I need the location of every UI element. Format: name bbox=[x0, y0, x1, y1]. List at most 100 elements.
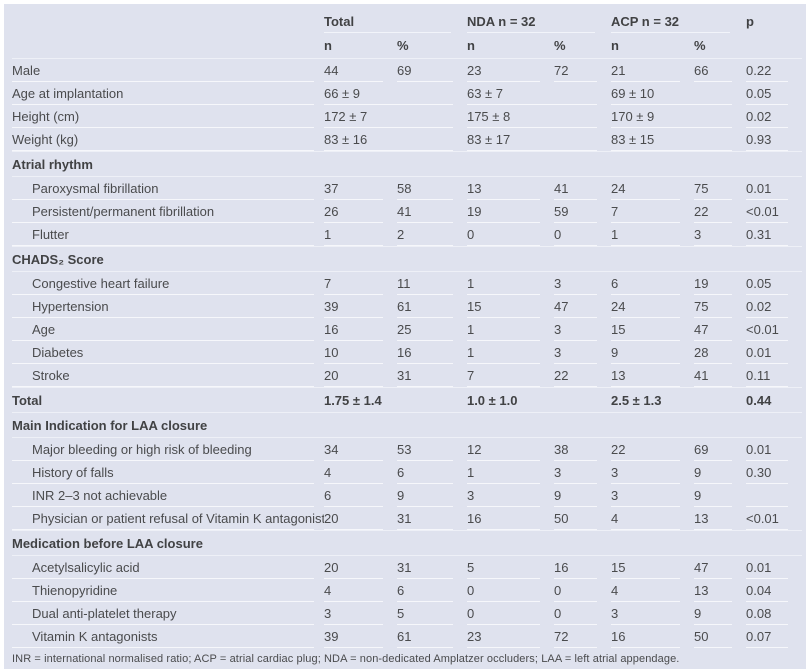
row-label: Stroke bbox=[12, 364, 324, 388]
value-cell: 69 ± 10 bbox=[610, 82, 746, 105]
row-label: INR 2–3 not achievable bbox=[12, 484, 324, 507]
value-cell: 1 bbox=[610, 223, 694, 247]
value-cell: 61 bbox=[396, 295, 467, 318]
col-group-nda: NDA n = 32 bbox=[466, 7, 611, 34]
table-row: Age at implantation 66 ± 9 63 ± 7 69 ± 10 0.… bbox=[12, 82, 802, 105]
table-row: INR 2–3 not achievable 6 9 3 9 3 9 bbox=[12, 484, 802, 507]
value-cell: 41 bbox=[553, 177, 611, 201]
value-cell: 15 bbox=[466, 295, 554, 318]
section-title: Medication before LAA closure bbox=[12, 530, 802, 556]
value-cell: 4 bbox=[610, 579, 694, 602]
column-group-header-row: Total NDA n = 32 ACP n = 32 p bbox=[12, 7, 802, 34]
value-cell: 10 bbox=[323, 341, 397, 364]
value-cell: 172 ± 7 bbox=[323, 105, 467, 128]
p-value-cell: 0.05 bbox=[746, 82, 802, 105]
value-cell: 59 bbox=[553, 200, 611, 223]
sub-header-row: n % n % n % bbox=[12, 34, 802, 59]
value-cell: 16 bbox=[323, 318, 397, 341]
value-cell: 39 bbox=[323, 625, 397, 648]
value-cell: 9 bbox=[693, 484, 746, 507]
value-cell: 6 bbox=[610, 272, 694, 296]
value-cell: 12 bbox=[466, 438, 554, 462]
p-value-cell: 0.01 bbox=[746, 438, 802, 462]
value-cell: 1 bbox=[466, 461, 554, 484]
value-cell: 20 bbox=[323, 364, 397, 388]
value-cell: 0 bbox=[466, 602, 554, 625]
value-cell: 31 bbox=[396, 507, 467, 531]
value-cell: 3 bbox=[553, 341, 611, 364]
table-row: Persistent/permanent fibrillation 26 41 19 5… bbox=[12, 200, 802, 223]
value-cell: 0 bbox=[466, 579, 554, 602]
row-label: Vitamin K antagonists bbox=[12, 625, 324, 648]
value-cell: 3 bbox=[553, 272, 611, 296]
table-row: Diabetes 10 16 1 3 9 28 0.01 bbox=[12, 341, 802, 364]
p-value-cell: 0.02 bbox=[746, 105, 802, 128]
value-cell: 37 bbox=[323, 177, 397, 201]
value-cell: 3 bbox=[466, 484, 554, 507]
baseline-characteristics-table: Total NDA n = 32 ACP n = 32 p n % n % n … bbox=[12, 7, 802, 648]
row-label: Thienopyridine bbox=[12, 579, 324, 602]
p-value-cell: 0.08 bbox=[746, 602, 802, 625]
row-label: Congestive heart failure bbox=[12, 272, 324, 296]
value-cell: 20 bbox=[323, 507, 397, 531]
value-cell: 16 bbox=[553, 556, 611, 580]
p-value-cell: <0.01 bbox=[746, 507, 802, 531]
value-cell: 11 bbox=[396, 272, 467, 296]
value-cell: 5 bbox=[396, 602, 467, 625]
value-cell: 0 bbox=[466, 223, 554, 247]
p-value-cell: 0.31 bbox=[746, 223, 802, 247]
value-cell: 3 bbox=[610, 461, 694, 484]
table-body: Male 44 69 23 72 21 66 0.22 Age at implantation 6… bbox=[12, 59, 802, 648]
sub-header-n: n bbox=[466, 34, 554, 59]
row-label: Flutter bbox=[12, 223, 324, 247]
section-header-row: Main Indication for LAA closure bbox=[12, 412, 802, 438]
value-cell: 22 bbox=[693, 200, 746, 223]
value-cell: 22 bbox=[610, 438, 694, 462]
table-row: Vitamin K antagonists 39 61 23 72 16 50 0.07 bbox=[12, 625, 802, 648]
value-cell: 23 bbox=[466, 59, 554, 83]
value-cell: 26 bbox=[323, 200, 397, 223]
value-cell: 22 bbox=[553, 364, 611, 388]
p-value-cell: 0.44 bbox=[746, 387, 802, 413]
table-row: History of falls 4 6 1 3 3 9 0.30 bbox=[12, 461, 802, 484]
abbreviations-footnote: INR = international normalised ratio; AC… bbox=[12, 653, 680, 665]
value-cell: 83 ± 16 bbox=[323, 128, 467, 152]
row-label: History of falls bbox=[12, 461, 324, 484]
value-cell: 1.0 ± 1.0 bbox=[466, 387, 611, 413]
row-label: Diabetes bbox=[12, 341, 324, 364]
col-group-total: Total bbox=[323, 7, 467, 34]
value-cell: 16 bbox=[610, 625, 694, 648]
table-row: Physician or patient refusal of Vitamin … bbox=[12, 507, 802, 531]
value-cell: 6 bbox=[396, 461, 467, 484]
value-cell: 16 bbox=[396, 341, 467, 364]
value-cell: 24 bbox=[610, 177, 694, 201]
value-cell: 23 bbox=[466, 625, 554, 648]
value-cell: 3 bbox=[610, 484, 694, 507]
table-row: Major bleeding or high risk of bleeding 3… bbox=[12, 438, 802, 462]
section-title: Main Indication for LAA closure bbox=[12, 412, 802, 438]
value-cell: 4 bbox=[323, 461, 397, 484]
value-cell: 20 bbox=[323, 556, 397, 580]
row-label: Male bbox=[12, 59, 324, 83]
value-cell: 47 bbox=[693, 318, 746, 341]
row-label: Weight (kg) bbox=[12, 128, 324, 152]
value-cell: 24 bbox=[610, 295, 694, 318]
p-value-cell: 0.01 bbox=[746, 556, 802, 580]
value-cell: 9 bbox=[610, 341, 694, 364]
value-cell: 0 bbox=[553, 579, 611, 602]
value-cell: 13 bbox=[693, 507, 746, 531]
value-cell: 15 bbox=[610, 318, 694, 341]
table-row: Height (cm) 172 ± 7 175 ± 8 170 ± 9 0.02 bbox=[12, 105, 802, 128]
row-label: Major bleeding or high risk of bleeding bbox=[12, 438, 324, 462]
p-value-cell: 0.07 bbox=[746, 625, 802, 648]
p-value-cell: 0.01 bbox=[746, 177, 802, 201]
sub-header-pct: % bbox=[693, 34, 746, 59]
table-row: Dual anti-platelet therapy 3 5 0 0 3 9 0.08 bbox=[12, 602, 802, 625]
value-cell: 1 bbox=[323, 223, 397, 247]
value-cell: 72 bbox=[553, 59, 611, 83]
value-cell: 66 bbox=[693, 59, 746, 83]
value-cell: 4 bbox=[610, 507, 694, 531]
value-cell: 61 bbox=[396, 625, 467, 648]
empty-header-cell bbox=[12, 34, 324, 59]
value-cell: 41 bbox=[396, 200, 467, 223]
